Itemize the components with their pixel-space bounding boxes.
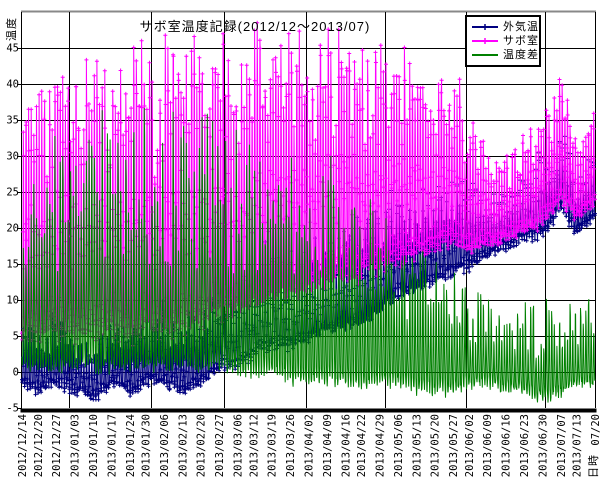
y-tick-label: 30 — [6, 151, 19, 163]
y-tick-label: -5 — [6, 403, 19, 415]
x-tick-label: 2013/02/20 — [196, 414, 208, 477]
x-tick-label: 2012/12/27 — [51, 414, 63, 477]
x-tick-label: 2013/04/16 — [340, 414, 352, 477]
x-tick-label: 2013/04/09 — [322, 414, 334, 477]
x-tick-label: 2013/01/24 — [125, 414, 137, 477]
x-tick-label: 2012/12/14 — [17, 414, 29, 477]
y-tick-label: 15 — [6, 259, 19, 271]
y-tick-label: 5 — [13, 331, 19, 343]
x-tick-label: 2013/05/06 — [393, 414, 405, 477]
y-tick-label: 45 — [6, 43, 19, 55]
x-tick-label: 2013/02/06 — [159, 414, 171, 477]
x-tick-label: 2013/06/09 — [482, 414, 494, 477]
x-tick-label: 2013/01/30 — [141, 414, 153, 477]
x-tick-label: 2013/03/12 — [248, 414, 260, 477]
x-tick-label: 2013/03/19 — [267, 414, 279, 477]
series-line-diff — [21, 107, 596, 403]
legend-label-room: サボ室 — [503, 35, 539, 47]
legend-item-outdoor: 外気温 — [471, 20, 538, 34]
x-axis-title: 日時 — [587, 454, 600, 478]
legend-item-diff: 温度差 — [471, 48, 538, 62]
x-tick-label: 2013/02/27 — [214, 414, 226, 477]
x-tick-label: 2013/03/06 — [233, 414, 245, 477]
x-tick-label: 2013/06/16 — [501, 414, 513, 477]
y-axis-title: 温度 — [4, 17, 18, 41]
x-tick-label: 2013/05/13 — [411, 414, 423, 477]
y-tick-label: 10 — [6, 295, 19, 307]
x-tick-label: 2013/01/10 — [88, 414, 100, 477]
legend-line-outdoor-icon — [472, 24, 498, 30]
x-tick-label: 2013/02/13 — [177, 414, 189, 477]
x-axis-line — [20, 408, 597, 413]
y-tick-label: 35 — [6, 115, 19, 127]
legend-item-room: サボ室 — [471, 34, 538, 48]
x-tick-label: 2013/04/22 — [356, 414, 368, 477]
tick-labels: -5 0 5 10 15 20 25 30 35 40 45 2012/12/14 2012/12/20… — [6, 43, 600, 478]
y-tick-label: 40 — [6, 79, 19, 91]
x-tick-label: 2013/05/27 — [448, 414, 460, 477]
legend-label-diff: 温度差 — [503, 49, 539, 61]
x-tick-label: 2013/07/07 — [556, 414, 568, 477]
legend: 外気温 サボ室 温度差 — [465, 15, 541, 67]
y-tick-label: 25 — [6, 187, 19, 199]
x-tick-label: 2013/01/17 — [106, 414, 118, 477]
y-tick-label: 0 — [13, 367, 19, 379]
x-tick-label: 2013/07/13 — [572, 414, 584, 477]
x-tick-label: 2013/01/03 — [70, 414, 82, 477]
legend-line-room-icon — [472, 38, 498, 44]
x-tick-label: 2013/04/02 — [304, 414, 316, 477]
x-tick-label: 2013/06/30 — [537, 414, 549, 477]
chart-title: サボ室温度記録(2012/12～2013/07) — [139, 19, 371, 34]
x-tick-label: 2013/05/20 — [430, 414, 442, 477]
x-tick-label: 2013/04/29 — [375, 414, 387, 477]
x-tick-label: 2013/06/02 — [464, 414, 476, 477]
y-tick-label: 20 — [6, 223, 19, 235]
legend-label-outdoor: 外気温 — [503, 21, 539, 33]
x-tick-label: 2013/06/23 — [519, 414, 531, 477]
x-tick-label: 2012/12/20 — [33, 414, 45, 477]
x-tick-label: 07/20 — [590, 414, 600, 446]
series-lines — [20, 20, 597, 403]
x-tick-label: 2013/03/26 — [285, 414, 297, 477]
legend-line-diff-icon — [472, 54, 498, 56]
